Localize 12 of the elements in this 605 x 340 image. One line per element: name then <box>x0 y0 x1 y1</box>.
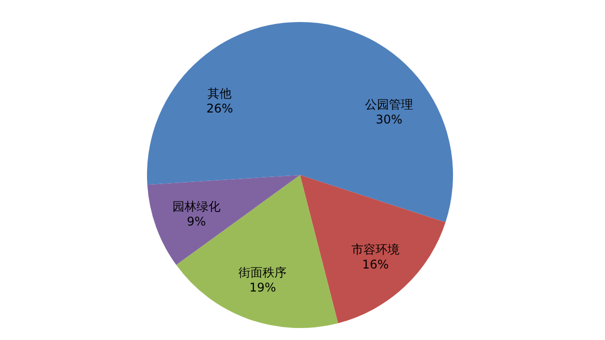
slice-label: 公园管理 <box>365 97 414 112</box>
slice-label: 市容环境 <box>351 242 400 256</box>
data-label: 19% <box>249 280 276 295</box>
pie-slice <box>147 175 300 265</box>
data-label: 26% <box>206 102 234 116</box>
data-label: 9% <box>186 214 206 228</box>
slice-label: 其他 <box>208 86 232 101</box>
data-label: 30% <box>376 112 402 126</box>
slice-label: 园林绿化 <box>172 199 220 214</box>
data-label: 16% <box>362 257 389 272</box>
pie-slice <box>300 175 446 324</box>
slice-label: 街面秩序 <box>238 266 287 280</box>
